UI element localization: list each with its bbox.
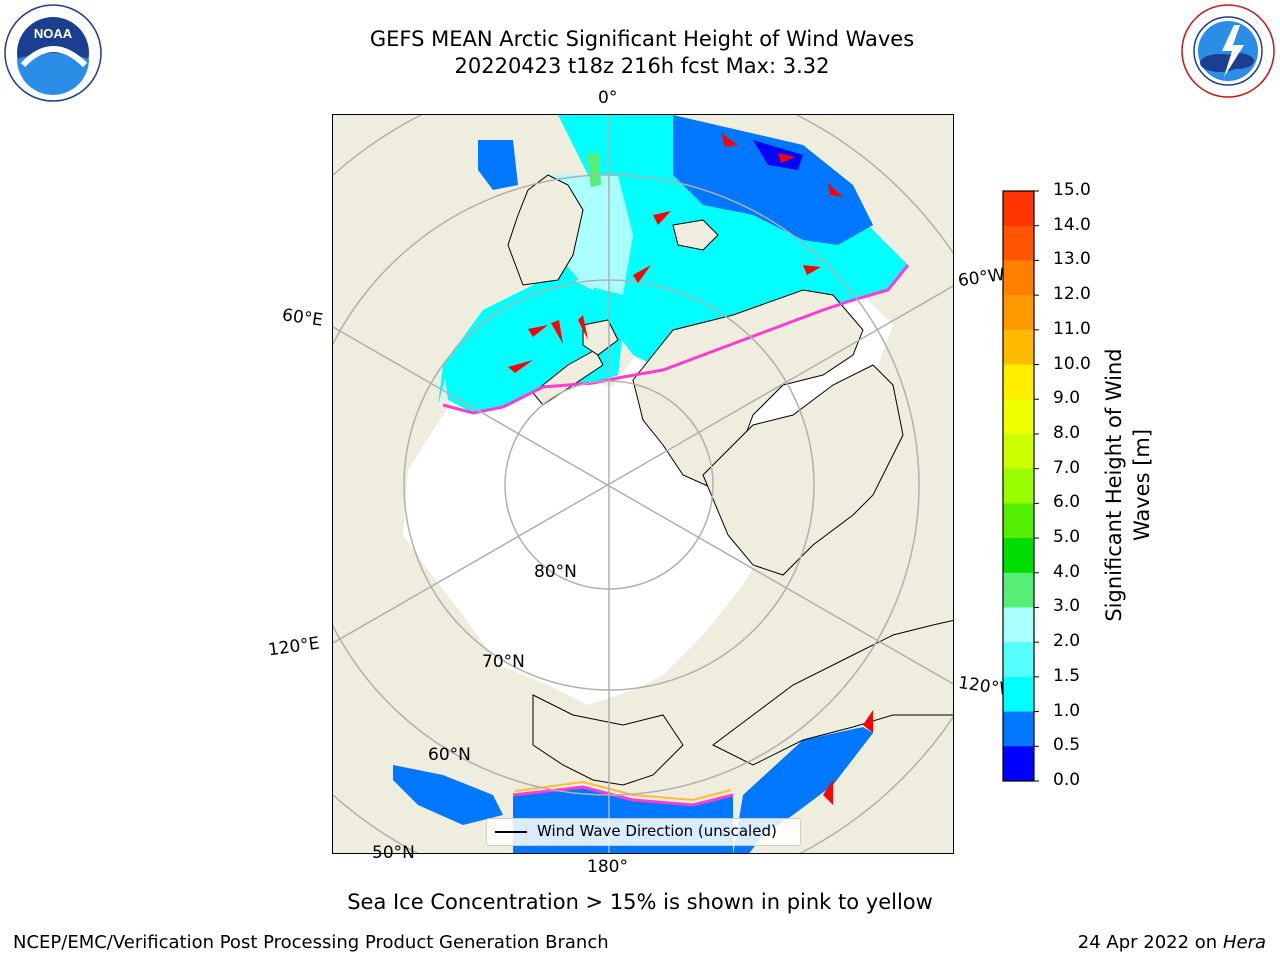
colorbar-label: Significant Height of Wind Waves [m] — [1100, 348, 1156, 621]
baltic-green — [587, 153, 601, 187]
wave-arrow — [721, 133, 738, 147]
noaa-logo: NOAA — [4, 4, 102, 102]
colorbar-tick-label: 13.0 — [1053, 249, 1091, 270]
wave-arrow — [551, 320, 563, 344]
lon-label-120e: 120°E — [266, 633, 321, 661]
legend-label: Wind Wave Direction (unscaled) — [537, 822, 777, 840]
colorbar-segment — [1003, 399, 1034, 435]
colorbar-tick-label: 14.0 — [1053, 214, 1091, 235]
sea-ice-edge — [442, 264, 910, 415]
sea-ice-edge-pacific-yellow — [514, 780, 732, 802]
wave-arrow — [528, 325, 548, 337]
colorbar-tick-label: 8.0 — [1053, 422, 1081, 443]
footer-host: Hera — [1222, 932, 1266, 953]
norwegian-sea-blue — [673, 115, 873, 245]
lon-label-60e: 60°E — [280, 305, 325, 331]
lat-label-50n: 50°N — [372, 843, 415, 863]
footer-date-text: 24 Apr 2022 on — [1077, 932, 1223, 953]
map-legend: Wind Wave Direction (unscaled) — [486, 818, 801, 846]
chukotka-landmass — [532, 694, 684, 786]
colorbar-tick-label: 3.0 — [1053, 596, 1081, 617]
colorbar-segment — [1003, 468, 1034, 504]
footer-branch: NCEP/EMC/Verification Post Processing Pr… — [13, 932, 609, 953]
iceland — [672, 219, 719, 251]
okhotsk-wave-field — [393, 765, 503, 825]
colorbar-segment — [1003, 711, 1034, 747]
north-atlantic-darkblue — [753, 140, 803, 170]
colorbar-tick-label: 15.0 — [1053, 180, 1091, 200]
baltic-blue — [478, 140, 518, 190]
colorbar-tick-label: 4.0 — [1053, 561, 1081, 582]
wave-arrow — [778, 153, 795, 163]
sea-ice-caption: Sea Ice Concentration > 15% is shown in … — [347, 890, 933, 914]
wave-arrow — [863, 710, 873, 733]
colorbar-segment — [1003, 538, 1034, 574]
colorbar-segment — [1003, 191, 1034, 227]
chart-subtitle: 20220423 t18z 216h fcst Max: 3.32 — [454, 54, 830, 78]
colorbar-segment — [1003, 676, 1034, 713]
greenland-landmass — [632, 289, 864, 496]
colorbar-segment — [1003, 295, 1034, 331]
colorbar-segment — [1003, 607, 1034, 643]
colorbar-tick-label: 9.0 — [1053, 388, 1081, 409]
lon-label-180: 180° — [587, 857, 628, 877]
alaska-landmass — [712, 619, 953, 766]
colorbar-label-line2: Waves [m] — [1130, 428, 1154, 542]
colorbar — [1002, 190, 1039, 782]
wave-arrow — [578, 315, 588, 340]
colorbar-tick-label: 5.0 — [1053, 527, 1081, 548]
chart-title: GEFS MEAN Arctic Significant Height of W… — [369, 27, 915, 51]
polar-map-canvas — [333, 115, 953, 853]
lat-label-70n: 70°N — [482, 652, 525, 672]
colorbar-tick-label: 10.0 — [1053, 353, 1091, 374]
wave-arrow — [633, 265, 651, 283]
footer-date: 24 Apr 2022 on Hera — [1078, 932, 1266, 953]
colorbar-tick-label: 7.0 — [1053, 457, 1081, 478]
nws-logo — [1181, 4, 1275, 98]
colorbar-segment — [1003, 572, 1034, 608]
colorbar-segment — [1003, 642, 1034, 678]
colorbar-label-line1: Significant Height of Wind — [1102, 348, 1126, 622]
colorbar-border — [1002, 190, 1035, 782]
noaa-logo-text: NOAA — [34, 26, 73, 41]
lat-label-60n: 60°N — [428, 745, 471, 765]
colorbar-segment — [1003, 503, 1034, 539]
graticule — [333, 115, 953, 853]
wave-arrow — [828, 183, 843, 197]
wave-arrow — [653, 211, 671, 225]
wave-arrow — [803, 265, 821, 275]
wave-arrow — [508, 360, 533, 373]
colorbar-tick-label: 0.5 — [1053, 735, 1081, 756]
wave-arrow — [823, 780, 833, 805]
colorbar-segment — [1003, 260, 1034, 296]
colorbar-tick-label: 11.0 — [1053, 318, 1091, 339]
meridian-60e-120w — [333, 326, 953, 685]
colorbar-segment — [1003, 433, 1034, 470]
colorbar-segment — [1003, 329, 1034, 366]
colorbar-tick-label: 6.0 — [1053, 492, 1081, 513]
lon-label-0: 0° — [598, 88, 618, 108]
colorbar-segment — [1003, 364, 1034, 400]
colorbar-tick-label: 0.0 — [1053, 770, 1081, 790]
lat-label-80n: 80°N — [534, 562, 577, 582]
colorbar-tick-label: 2.0 — [1053, 631, 1081, 652]
legend-line-sample — [495, 831, 527, 833]
colorbar-tick-label: 1.5 — [1053, 665, 1081, 686]
lon-label-60w: 60°W — [956, 264, 1007, 292]
meridian-120e-60w — [333, 285, 953, 644]
polar-map — [332, 114, 954, 854]
colorbar-tick-label: 12.0 — [1053, 284, 1091, 305]
colorbar-segment — [1003, 225, 1034, 261]
colorbar-tick-label: 1.0 — [1053, 700, 1081, 721]
wind-wave-arrows — [508, 133, 873, 805]
colorbar-segment — [1003, 746, 1034, 782]
sea-ice-edge-pacific — [512, 785, 734, 807]
scandinavia — [507, 174, 584, 286]
